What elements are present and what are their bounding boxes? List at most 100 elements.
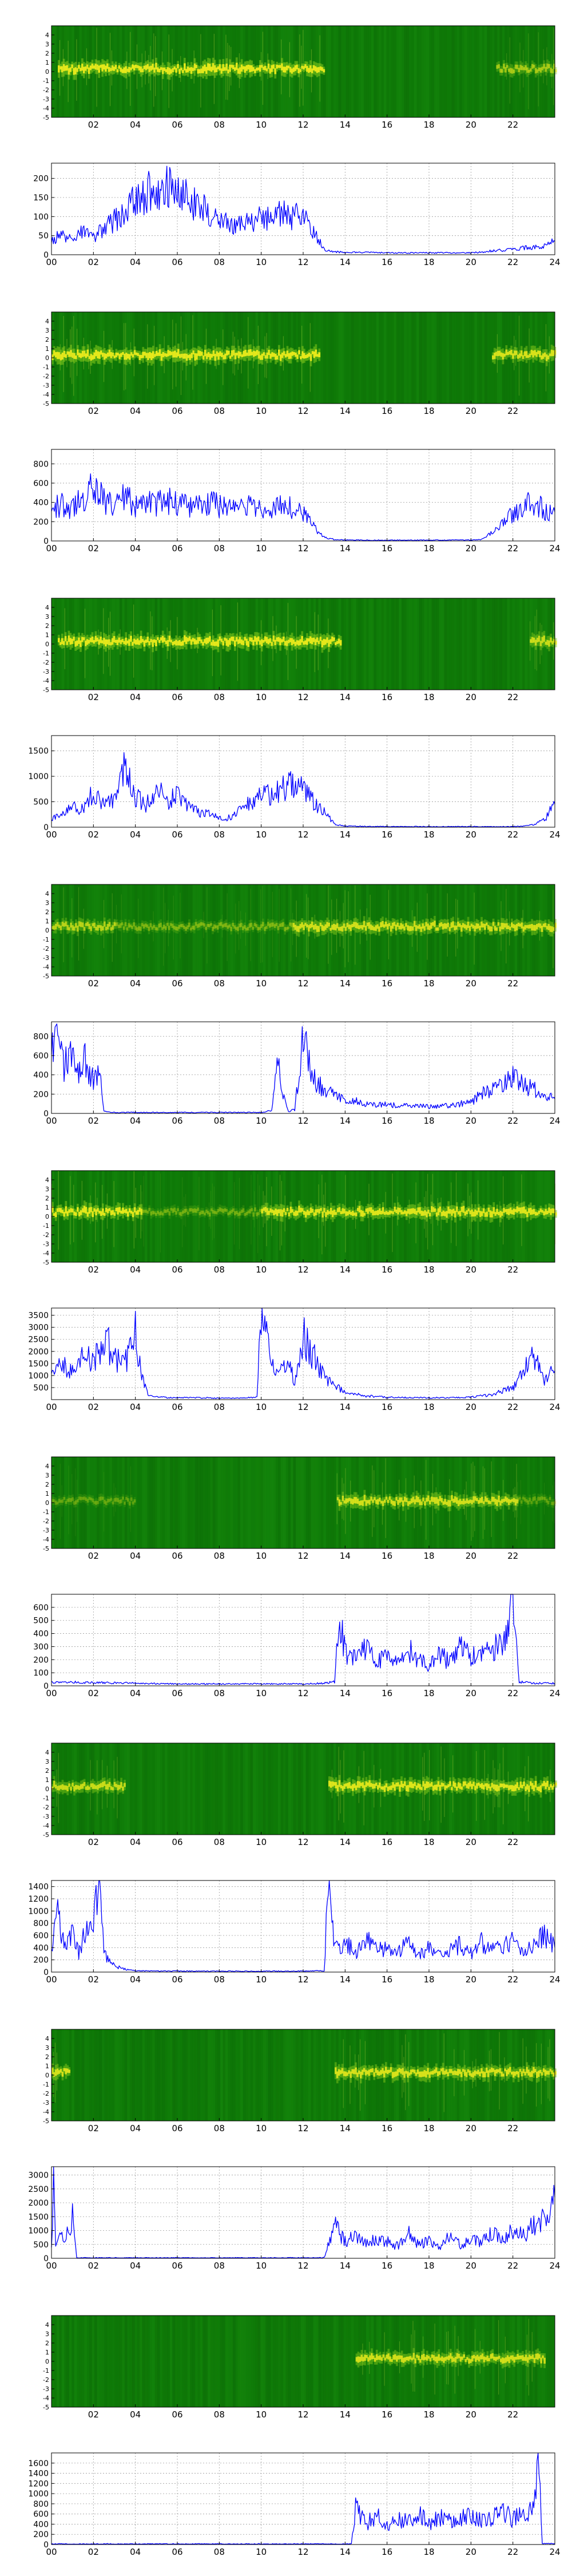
spectrogram-spread: [469, 1195, 470, 1229]
spectrogram-signal: [300, 1207, 302, 1213]
spectrogram-signal: [141, 68, 144, 73]
spectrogram-signal: [252, 639, 255, 646]
spectrogram-signal: [103, 1212, 106, 1216]
spectrogram-halo: [256, 1209, 258, 1219]
spectrogram-signal: [356, 923, 359, 929]
spectrogram-signal: [518, 1496, 521, 1500]
spectrogram-signal: [294, 65, 297, 72]
spectrogram-streak: [479, 598, 482, 690]
spectrogram-streak: [396, 598, 399, 690]
spectrogram-streak: [134, 1457, 138, 1548]
x-tick-label: 16: [382, 1402, 392, 1412]
spectrogram-signal: [499, 926, 502, 932]
spectrogram-signal: [498, 350, 501, 356]
spectrogram-streak: [383, 26, 387, 117]
spectrogram-streak: [507, 312, 510, 404]
spectrogram-halo: [78, 1494, 81, 1503]
spectrogram-spread: [440, 1198, 442, 1231]
spectrogram-signal: [462, 1498, 465, 1505]
spectrogram-streak: [408, 598, 412, 690]
spectrogram-signal: [430, 1206, 433, 1212]
spectrogram-streak: [376, 26, 379, 117]
spectrogram-signal: [316, 637, 319, 642]
spectrogram-signal: [127, 354, 129, 359]
spectrogram-signal: [68, 927, 71, 931]
spectrogram-signal: [232, 350, 235, 355]
spectrogram-streak: [263, 1171, 266, 1262]
spectrogram-signal: [525, 65, 527, 70]
spectrogram-signal: [459, 1499, 462, 1505]
spectrogram-signal: [503, 353, 506, 357]
spectrogram-signal: [118, 354, 121, 359]
spectrogram-streak: [399, 26, 402, 117]
spectrogram-streak: [411, 312, 415, 404]
spectrogram-signal: [551, 926, 554, 933]
spectrogram-streak: [368, 26, 372, 117]
spectrogram-spread: [281, 1180, 283, 1246]
spectrogram-halo: [157, 1208, 159, 1216]
spectrogram-signal: [113, 66, 116, 71]
spectrogram-signal: [62, 64, 65, 72]
spectrogram-signal: [336, 1208, 339, 1212]
spectrogram-signal: [432, 1497, 435, 1502]
spectrogram-streak: [482, 884, 485, 976]
spectrogram-signal: [203, 923, 206, 927]
spectrogram-signal: [59, 1208, 62, 1213]
spectrogram-signal: [90, 926, 93, 931]
spectrogram-signal: [136, 638, 139, 645]
spectrogram-signal: [542, 923, 545, 927]
spectrogram-streak: [514, 26, 518, 117]
spectrogram-signal: [380, 1211, 383, 1215]
spectrogram-signal: [142, 924, 145, 929]
x-tick-label: 18: [423, 978, 434, 989]
spectrogram-signal: [454, 1496, 456, 1503]
spectrogram-signal: [368, 1207, 371, 1212]
spectrogram-streak: [421, 26, 424, 117]
spectrogram-signal: [202, 642, 204, 646]
spectrogram-streak: [351, 26, 354, 117]
spectrogram-signal: [98, 1496, 101, 1501]
spectrogram-signal: [178, 69, 181, 74]
spectrogram-halo: [240, 919, 243, 930]
spectrogram-signal: [181, 923, 184, 928]
spectrogram-signal: [250, 922, 253, 927]
spectrogram-streak: [117, 1457, 120, 1548]
spectrogram-streak: [338, 26, 341, 117]
x-tick-label: 20: [466, 1402, 476, 1412]
spectrogram-signal: [451, 1495, 453, 1502]
spectrogram-signal: [405, 1498, 408, 1502]
spectrogram-halo: [188, 919, 190, 931]
spectrogram-signal: [157, 67, 159, 72]
spectrogram-signal: [526, 1211, 529, 1218]
spectrogram-signal: [118, 637, 121, 643]
x-tick-label: 02: [88, 1116, 99, 1126]
spectrogram-signal: [407, 1208, 410, 1214]
spectrogram-streak: [399, 312, 402, 404]
spectrogram-signal: [128, 639, 130, 646]
spectrogram-signal: [248, 349, 250, 356]
spectrogram-signal: [245, 927, 248, 931]
spectrogram-streak: [358, 26, 362, 117]
spectrogram-streak: [97, 1457, 100, 1548]
spectrogram-signal: [492, 355, 494, 359]
spectrogram-signal: [398, 926, 401, 930]
spectrogram-signal: [75, 355, 77, 359]
spectrogram-signal: [86, 349, 89, 357]
spectrogram-signal: [374, 1211, 376, 1215]
spectrogram-signal: [190, 353, 193, 358]
y-tick-label: -4: [43, 677, 49, 685]
spectrogram-signal: [555, 1212, 557, 1216]
spectrogram-spread: [382, 1482, 383, 1525]
spectrogram-signal: [180, 68, 182, 70]
spectrogram-signal: [442, 923, 444, 930]
spectrogram-streak: [345, 312, 349, 404]
spectrogram-streak: [429, 598, 432, 690]
spectrogram-streak: [519, 884, 523, 976]
spectrogram-signal: [86, 922, 89, 926]
spectrogram-halo: [120, 1496, 122, 1506]
spectrogram-spread: [108, 618, 109, 667]
x-tick-label: 04: [130, 543, 141, 554]
spectrogram-signal: [487, 924, 490, 930]
spectrogram-signal: [545, 66, 547, 72]
spectrogram-signal: [200, 1210, 203, 1215]
